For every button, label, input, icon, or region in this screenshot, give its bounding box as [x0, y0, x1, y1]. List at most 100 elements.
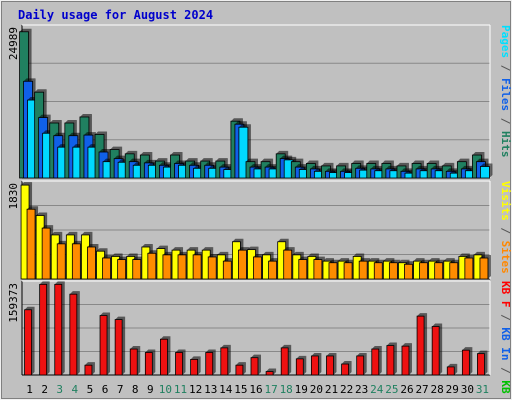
bar-face	[341, 363, 349, 376]
bar-top	[140, 152, 153, 156]
bar-face	[280, 347, 289, 376]
bar-top	[219, 164, 232, 168]
bar-top	[386, 342, 397, 346]
bar-face	[71, 243, 81, 280]
bar-top	[53, 132, 66, 136]
bar-top	[235, 362, 246, 366]
x-tick-label-14: 14	[219, 383, 233, 396]
panel-kb-bar-kb-f-day-16	[250, 354, 261, 376]
panel-kb-bar-kb-f-day-21	[326, 352, 337, 376]
bar-side	[424, 313, 428, 375]
bar-top	[66, 231, 78, 235]
bar-top	[296, 355, 307, 359]
bar-top	[381, 160, 394, 164]
bar-top	[141, 244, 153, 247]
bar-top	[338, 258, 350, 262]
bar-top	[457, 158, 470, 162]
bar-top	[100, 312, 111, 316]
panel-kb-bar-kb-f-day-12	[190, 356, 201, 376]
bar-top	[205, 349, 216, 353]
bar-face	[26, 208, 36, 280]
bar-top	[432, 323, 443, 327]
bar-top	[84, 362, 95, 366]
panel-kb-bar-kb-f-day-6	[99, 312, 111, 376]
x-tick-label-15: 15	[234, 383, 247, 396]
bar-top	[19, 28, 32, 32]
panel-kb-bar-kb-f-day-13	[205, 349, 216, 376]
bar-top	[307, 253, 319, 257]
bar-face	[461, 349, 470, 376]
panel-kb-bar-kb-f-day-7	[114, 316, 126, 376]
bar-top	[204, 162, 217, 166]
panel-kb-bar-kb-f-day-25	[386, 342, 397, 376]
bar-top	[356, 352, 367, 356]
bar-top	[276, 150, 289, 154]
bar-top	[434, 259, 446, 263]
bar-top	[202, 247, 214, 251]
panel-kb-legend-part-1: /	[499, 308, 512, 328]
bar-top	[34, 89, 47, 93]
bar-face	[117, 259, 127, 280]
bar-top	[480, 163, 493, 167]
x-tick-label-2: 2	[41, 383, 48, 396]
bar-face	[56, 243, 66, 280]
bar-top	[117, 256, 129, 260]
bar-face	[114, 319, 123, 376]
bar-face	[328, 262, 338, 280]
bar-top	[473, 251, 485, 255]
panel-kb-bar-kb-f-day-29	[446, 363, 458, 376]
bar-top	[328, 259, 340, 263]
bar-side	[318, 352, 322, 375]
bar-top	[42, 225, 54, 229]
panel-kb-bar-kb-f-day-20	[310, 352, 322, 376]
bar-side	[167, 336, 171, 375]
x-tick-label-22: 22	[340, 383, 353, 396]
bar-top	[295, 164, 308, 168]
bar-top	[68, 132, 81, 136]
bar-top	[447, 363, 458, 367]
x-tick-label-6: 6	[102, 383, 109, 396]
bar-top	[310, 165, 323, 169]
bar-top	[172, 247, 184, 251]
bar-side	[348, 361, 352, 375]
panel-kb-max-label: 159373	[7, 283, 20, 323]
bar-top	[462, 347, 473, 351]
bar-face	[87, 246, 96, 280]
bar-face	[479, 257, 489, 280]
bar-face	[388, 262, 398, 280]
bar-side	[303, 355, 307, 375]
bar-face	[434, 262, 444, 280]
bar-face	[220, 347, 229, 376]
bar-top	[266, 368, 277, 372]
x-tick-label-29: 29	[446, 383, 459, 396]
x-tick-label-19: 19	[295, 383, 308, 396]
x-tick-label-25: 25	[385, 383, 398, 396]
bar-top	[147, 250, 159, 254]
bar-face	[253, 256, 262, 280]
panel-kb-bar-kb-f-day-28	[431, 323, 443, 376]
bar-top	[49, 120, 62, 124]
bar-face	[205, 352, 214, 376]
bar-top	[262, 251, 274, 255]
bar-side	[393, 342, 397, 375]
bar-top	[281, 344, 292, 348]
bar-top	[96, 248, 108, 252]
bar-top	[284, 156, 297, 160]
bar-face	[386, 345, 395, 376]
bar-top	[24, 306, 35, 310]
bar-top	[396, 162, 409, 166]
panel-kb-bar-kb-f-day-10	[160, 336, 171, 376]
panel-kb-bar-kb-f-day-31	[477, 350, 488, 376]
bar-top	[185, 158, 198, 162]
bar-top	[442, 162, 455, 166]
bar-face	[39, 283, 48, 376]
bar-side	[408, 343, 412, 375]
bar-top	[72, 240, 84, 244]
bar-top	[389, 259, 401, 263]
bar-side	[363, 352, 367, 375]
bar-top	[251, 354, 261, 358]
bar-face	[24, 309, 32, 376]
panel-kb-bar-kb-f-day-17	[265, 368, 277, 376]
bar-side	[288, 344, 292, 375]
x-tick-label-24: 24	[370, 383, 384, 396]
